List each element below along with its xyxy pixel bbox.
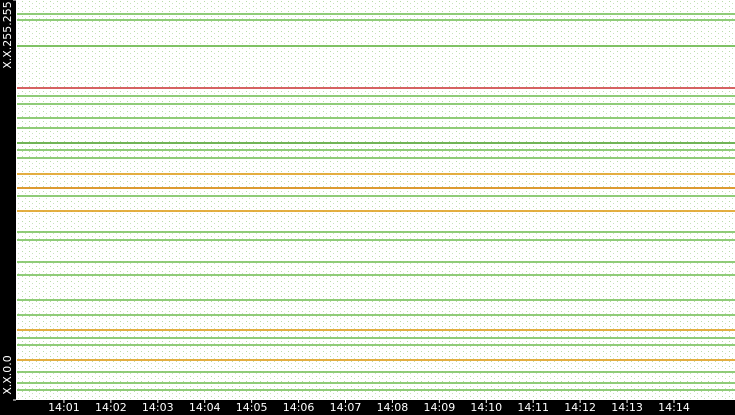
x-tick-label: 14:13 (611, 401, 643, 414)
x-tick-label: 14:08 (377, 401, 409, 414)
x-tick-label: 14:04 (189, 401, 221, 414)
x-tick-label: 14:11 (517, 401, 549, 414)
x-tick-label: 14:03 (142, 401, 174, 414)
x-tick-label: 14:09 (424, 401, 456, 414)
y-axis-band (0, 0, 16, 415)
x-tick-label: 14:02 (95, 401, 127, 414)
x-tick-label: 14:12 (564, 401, 596, 414)
x-tick-label: 14:05 (236, 401, 268, 414)
x-tick-label: 14:01 (48, 401, 80, 414)
x-tick-label: 14:14 (658, 401, 690, 414)
y-tick-label: X.X.255.255 (1, 1, 14, 69)
plot-background (16, 0, 735, 400)
x-tick-label: 14:06 (283, 401, 315, 414)
x-axis-band (0, 400, 735, 415)
y-tick-label: X.X.0.0 (1, 355, 14, 395)
x-tick-label: 14:10 (470, 401, 502, 414)
x-tick-label: 14:07 (330, 401, 362, 414)
